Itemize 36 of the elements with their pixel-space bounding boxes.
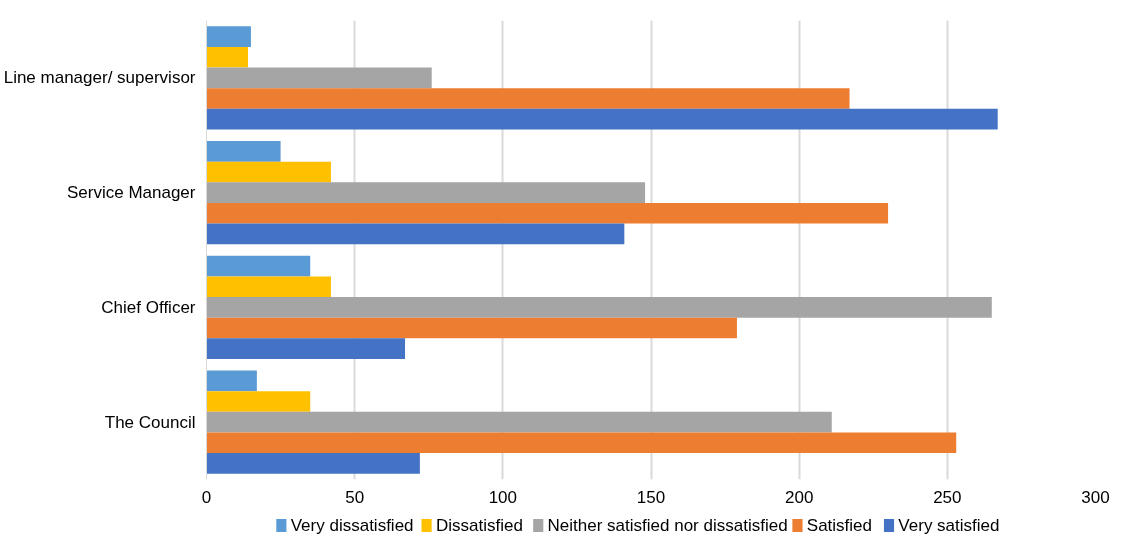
bar — [206, 46, 248, 68]
bar — [206, 108, 998, 130]
bar — [206, 161, 331, 183]
x-tick-label: 300 — [1081, 487, 1110, 507]
bar — [206, 297, 992, 318]
x-tick-label: 200 — [784, 487, 814, 507]
bar — [206, 67, 432, 89]
bar — [206, 26, 251, 47]
legend-label: Dissatisfied — [435, 516, 523, 535]
bar — [206, 432, 957, 454]
bar — [206, 370, 257, 392]
bar — [206, 255, 311, 277]
bar — [206, 391, 311, 412]
bar — [206, 453, 420, 474]
bar — [206, 88, 850, 109]
y-tick-label: Chief Officer — [101, 297, 196, 317]
legend-label: Neither satisfied nor dissatisfied — [547, 516, 788, 535]
legend-label: Very satisfied — [898, 516, 1000, 535]
y-tick-label: The Council — [104, 412, 196, 432]
legend-label: Satisfied — [806, 516, 873, 535]
x-tick-label: 50 — [345, 487, 365, 507]
bar — [206, 338, 406, 360]
bar — [206, 223, 625, 245]
x-tick-label: 100 — [488, 487, 518, 507]
x-tick-label: 150 — [636, 487, 666, 507]
legend-label: Very dissatisfied — [290, 516, 414, 535]
bar — [206, 182, 646, 203]
x-tick-label: 0 — [201, 487, 212, 507]
bar — [206, 276, 331, 298]
bar — [206, 317, 737, 339]
y-tick-label: Service Manager — [67, 183, 196, 203]
y-tick-label: Line manager/ supervisor — [3, 68, 196, 88]
bar — [206, 411, 832, 433]
bar — [206, 140, 281, 162]
x-tick-label: 250 — [933, 487, 962, 507]
bar — [206, 202, 889, 224]
